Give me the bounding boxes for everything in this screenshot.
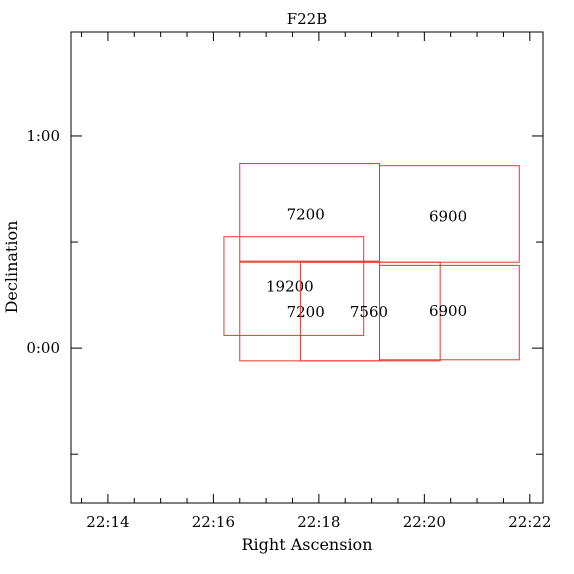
field-exposure-label: 7560 bbox=[350, 303, 388, 321]
field-exposure-label: 7200 bbox=[287, 303, 325, 321]
field-rect bbox=[223, 236, 365, 336]
field-rect bbox=[379, 264, 520, 361]
x-axis-tick-labels: 22:14 22:16 22:18 22:20 22:22 bbox=[86, 513, 551, 531]
y-axis-ticks bbox=[71, 135, 543, 455]
field-exposure-label: 19200 bbox=[266, 278, 314, 296]
x-tick-label: 22:20 bbox=[403, 513, 446, 531]
x-tick-label: 22:16 bbox=[192, 513, 235, 531]
y-tick-label: 1:00 bbox=[26, 127, 60, 145]
field-exposure-label: 7200 bbox=[287, 205, 325, 223]
y-tick-label: 0:00 bbox=[26, 339, 60, 357]
y-axis-tick-labels: 0:00 1:00 bbox=[26, 127, 60, 357]
chart-title: F22B bbox=[287, 10, 328, 28]
plot-frame bbox=[70, 31, 544, 504]
x-tick-label: 22:14 bbox=[86, 513, 129, 531]
field-rectangles: 7200 6900 19200 7200 7560 6900 bbox=[223, 163, 520, 362]
field-exposure-label: 6900 bbox=[429, 208, 467, 226]
field-exposure-label: 6900 bbox=[429, 302, 467, 320]
x-tick-label: 22:18 bbox=[297, 513, 340, 531]
y-axis-label: Declination bbox=[2, 221, 21, 314]
x-axis-label: Right Ascension bbox=[242, 535, 373, 554]
field-rect bbox=[379, 165, 520, 263]
x-axis-ticks bbox=[81, 32, 531, 503]
field-rect bbox=[299, 261, 441, 362]
x-tick-label: 22:22 bbox=[508, 513, 551, 531]
